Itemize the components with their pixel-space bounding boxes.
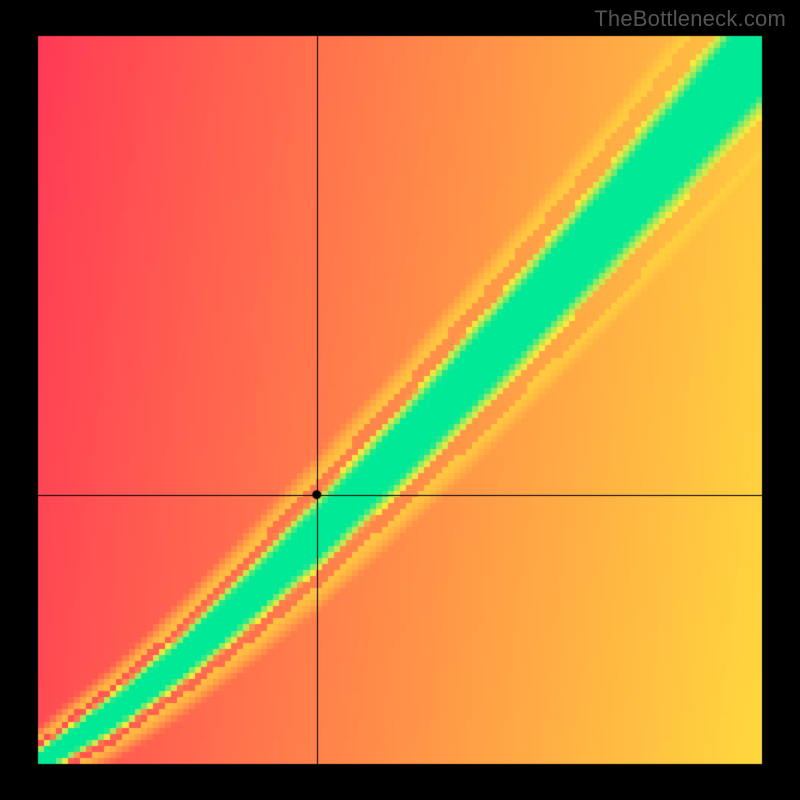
watermark-label: TheBottleneck.com <box>594 6 786 32</box>
chart-container: TheBottleneck.com <box>0 0 800 800</box>
overlay-canvas <box>0 0 800 800</box>
